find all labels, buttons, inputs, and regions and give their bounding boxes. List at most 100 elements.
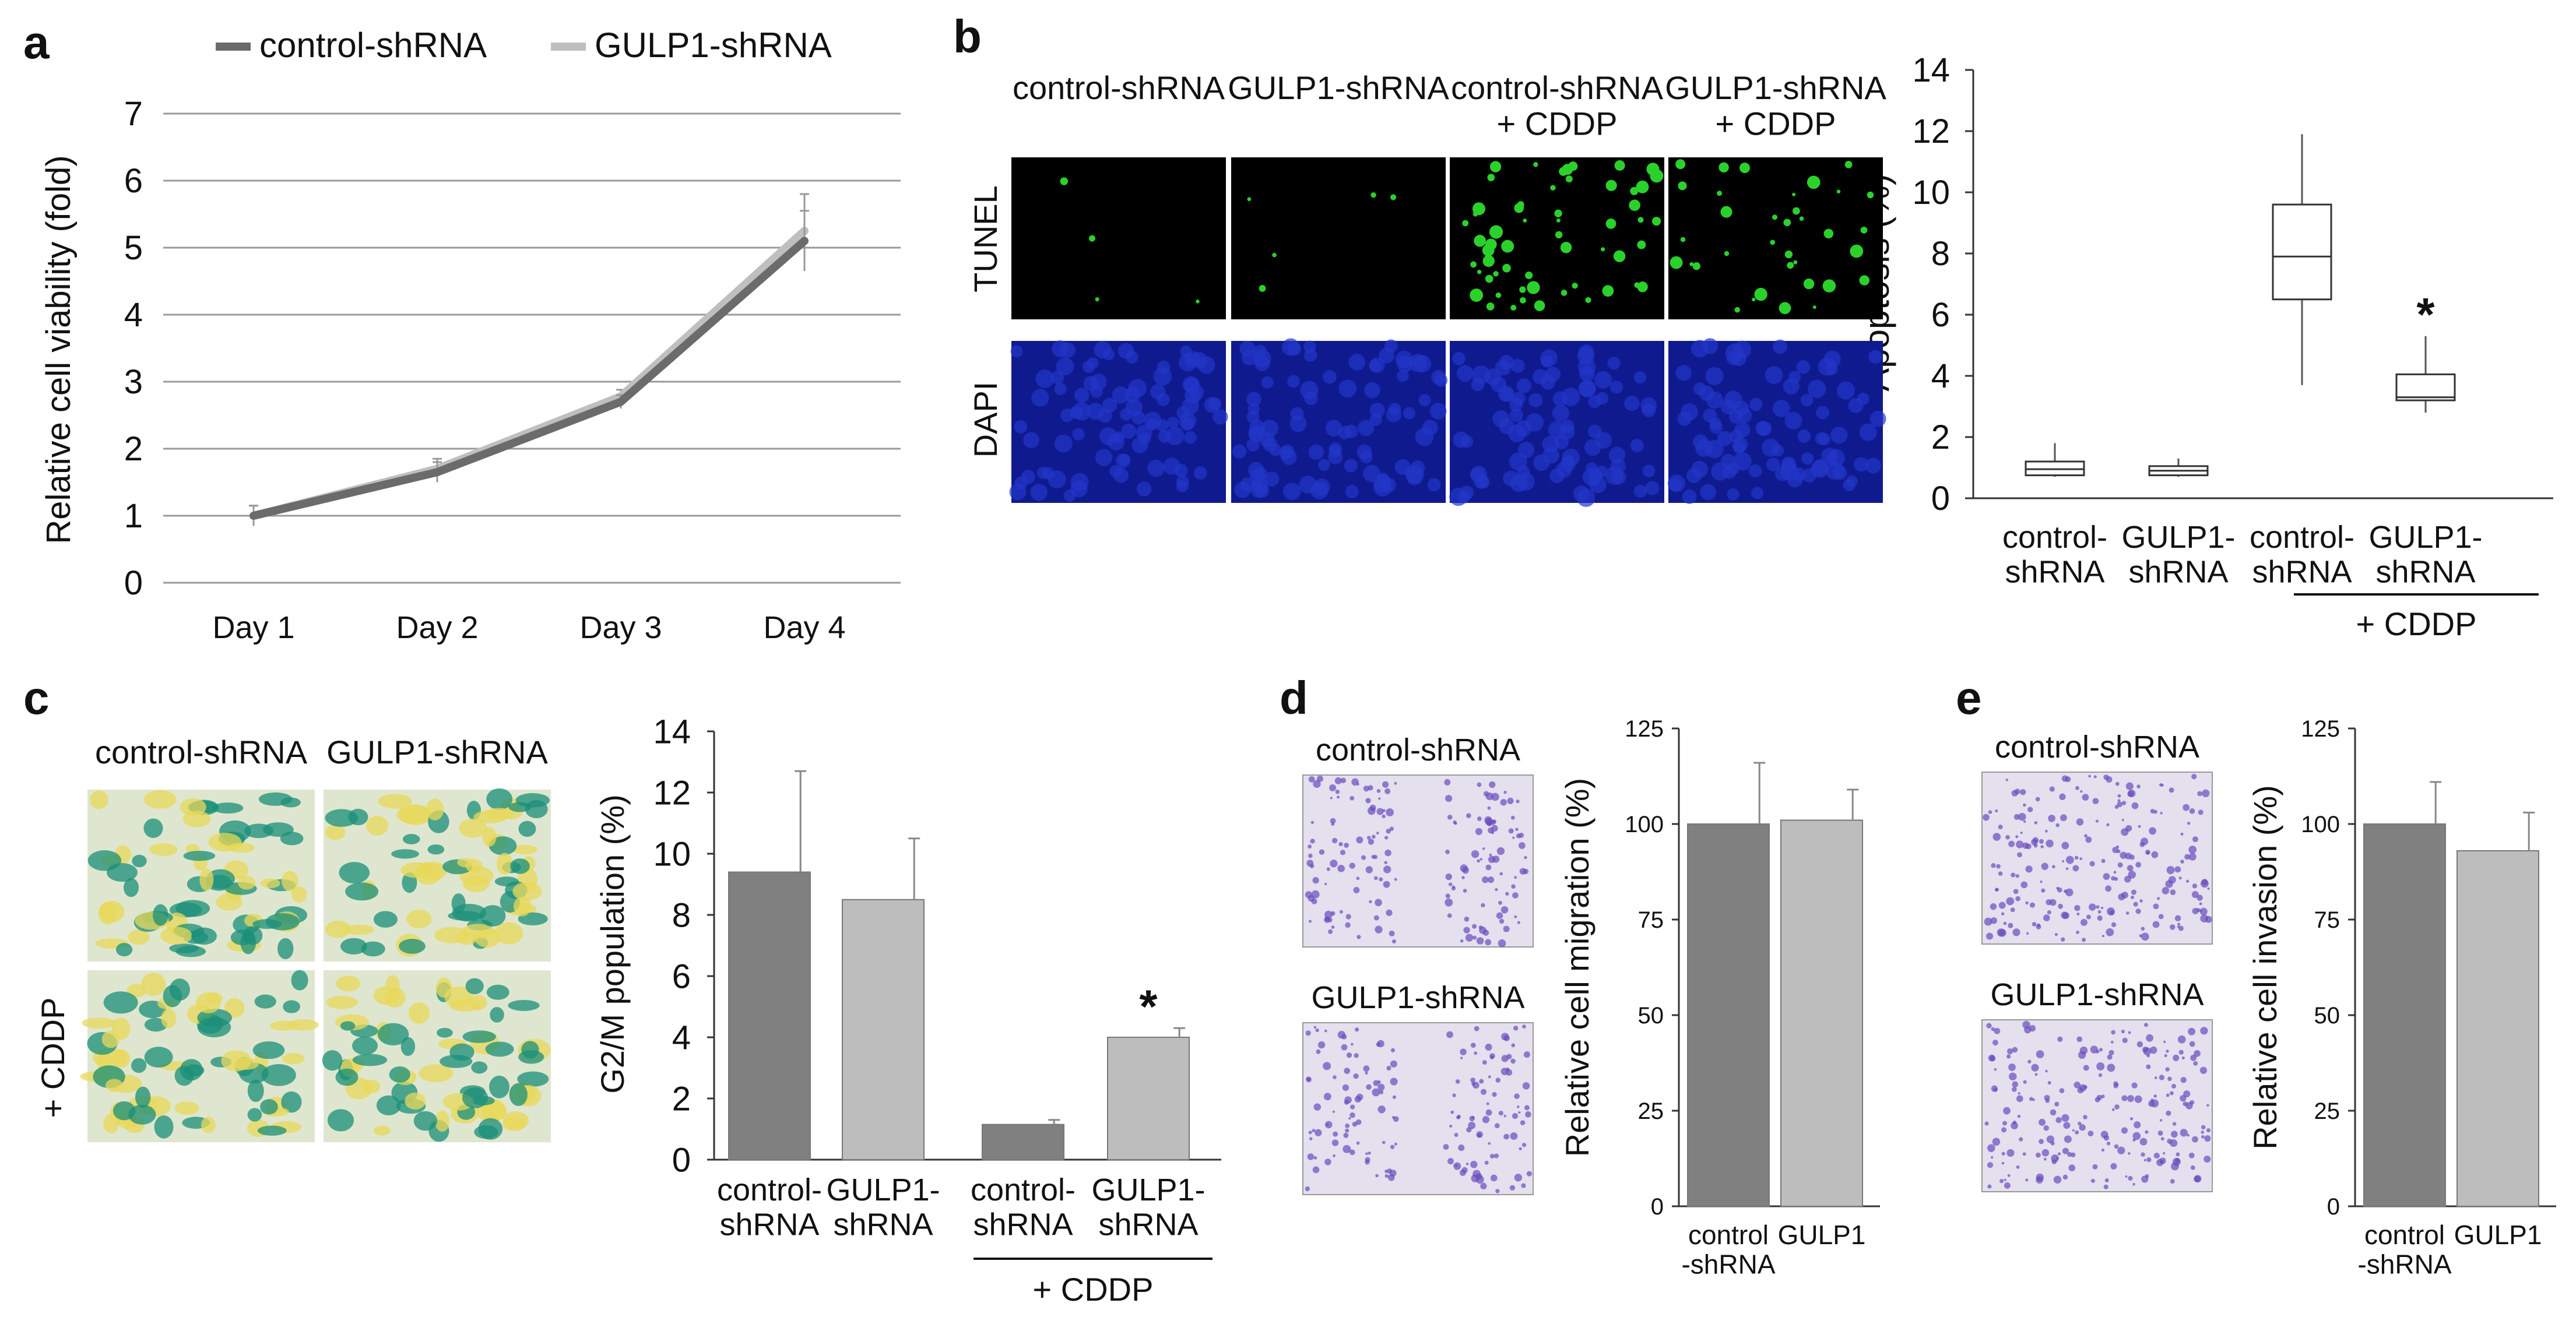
stained-cell xyxy=(1496,847,1505,855)
stained-cell xyxy=(1996,864,2001,869)
stained-cell xyxy=(2008,1064,2016,1071)
nucleus xyxy=(1009,483,1027,501)
stained-cell xyxy=(335,1068,359,1086)
stained-cell xyxy=(1488,1075,1491,1079)
nucleus xyxy=(1500,388,1514,402)
nucleus xyxy=(1184,431,1197,444)
stained-cell xyxy=(1477,859,1480,863)
nucleus xyxy=(1300,381,1319,400)
y-tick-label: 4 xyxy=(672,1019,691,1057)
stained-cell xyxy=(1394,878,1397,881)
stained-cell xyxy=(1317,1041,1326,1049)
stained-cell xyxy=(1324,1029,1327,1033)
nucleus xyxy=(1815,406,1830,420)
stained-cell xyxy=(2178,1050,2184,1055)
nucleus xyxy=(1579,366,1595,382)
y-tick-label: 4 xyxy=(124,296,143,334)
stained-cell xyxy=(1998,871,2003,876)
stained-cell xyxy=(2024,1026,2032,1034)
stained-cell xyxy=(1390,1145,1395,1149)
nucleus xyxy=(1397,369,1409,382)
apoptotic-cell xyxy=(1860,226,1868,234)
stained-cell xyxy=(144,1047,173,1068)
stained-cell xyxy=(1480,1182,1487,1190)
stained-cell xyxy=(1375,899,1382,907)
stained-cell xyxy=(502,1111,529,1129)
x-tick-label: control xyxy=(1688,1220,1769,1250)
stained-cell xyxy=(1445,873,1452,881)
apoptotic-cell xyxy=(1472,212,1478,217)
nucleus xyxy=(1516,378,1531,393)
stained-cell xyxy=(471,1061,488,1074)
stained-cell xyxy=(2180,1077,2187,1083)
apoptotic-cell xyxy=(1060,177,1069,185)
line-chart-a: 0 1 2 3 4 5 6 7 Day 1 Day 2 Day 3 Day 4 Relative cel… xyxy=(40,26,901,645)
stained-cell xyxy=(1474,1026,1479,1031)
stained-cell xyxy=(201,1117,216,1133)
stained-cell xyxy=(2194,1175,2202,1183)
x-tick-label: GULP1- xyxy=(1091,1172,1205,1207)
stained-cell xyxy=(2023,820,2026,823)
stained-cell xyxy=(1313,1103,1322,1111)
nucleus xyxy=(1830,426,1848,444)
stained-cell xyxy=(1485,1109,1492,1116)
stained-cell xyxy=(1311,898,1317,904)
stained-cell xyxy=(2166,1050,2169,1053)
stained-cell xyxy=(143,790,177,809)
y-tick-label: 7 xyxy=(124,95,143,133)
nucleus xyxy=(1668,478,1682,491)
stained-cell xyxy=(2046,839,2054,848)
nucleus xyxy=(1431,370,1446,385)
nucleus xyxy=(1731,351,1746,367)
apoptotic-cell xyxy=(1462,220,1469,227)
stained-cell xyxy=(325,824,346,840)
stained-cell xyxy=(2139,1138,2148,1146)
stained-cell xyxy=(1384,1174,1389,1178)
nucleus xyxy=(1509,408,1523,422)
stained-cell xyxy=(1992,1040,1998,1046)
stained-cell xyxy=(2149,1046,2157,1054)
stained-cell xyxy=(2151,851,2159,858)
stained-cell xyxy=(1363,786,1369,792)
stained-cell xyxy=(2192,883,2198,889)
nucleus xyxy=(1766,457,1780,471)
stained-cell xyxy=(1384,836,1389,840)
nucleus xyxy=(1533,369,1548,385)
legend-label-control: control-shRNA xyxy=(259,26,487,65)
stained-cell xyxy=(1324,882,1327,886)
stained-cell xyxy=(2199,1066,2208,1074)
stained-cell xyxy=(2084,834,2087,838)
nucleus xyxy=(1348,354,1366,371)
stained-cell xyxy=(1516,800,1520,804)
stained-cell xyxy=(1503,1115,1506,1118)
apoptotic-cell xyxy=(1487,174,1495,181)
stained-cell xyxy=(2064,1135,2072,1143)
stained-cell xyxy=(1308,1131,1312,1135)
stained-cell xyxy=(1382,1140,1386,1145)
nucleus xyxy=(1174,463,1188,477)
nucleus xyxy=(1124,387,1141,403)
stained-cell xyxy=(1460,1057,1463,1059)
stained-cell xyxy=(281,871,298,892)
stained-cell xyxy=(2072,865,2079,872)
stained-cell xyxy=(2036,1176,2043,1184)
stained-cell xyxy=(2201,879,2208,886)
y-tick-label: 0 xyxy=(2327,1194,2340,1220)
stained-cell xyxy=(2206,1104,2209,1107)
stained-cell xyxy=(2128,871,2136,879)
stained-cell xyxy=(1351,1043,1354,1046)
stained-cell xyxy=(183,850,216,861)
nucleus xyxy=(1589,468,1603,482)
stained-cell xyxy=(1492,855,1500,863)
apoptotic-cell xyxy=(1519,286,1526,293)
y-tick-label: 0 xyxy=(1651,1194,1664,1220)
nucleus xyxy=(1578,344,1594,361)
stained-cell xyxy=(1345,1123,1349,1128)
stained-cell xyxy=(2189,808,2195,814)
stained-cell xyxy=(2153,1094,2157,1098)
nucleus xyxy=(1737,407,1752,423)
apoptotic-cell xyxy=(1527,281,1540,294)
stained-cell xyxy=(1481,903,1485,908)
nucleus xyxy=(1552,391,1568,407)
stained-cell xyxy=(1349,1149,1355,1156)
